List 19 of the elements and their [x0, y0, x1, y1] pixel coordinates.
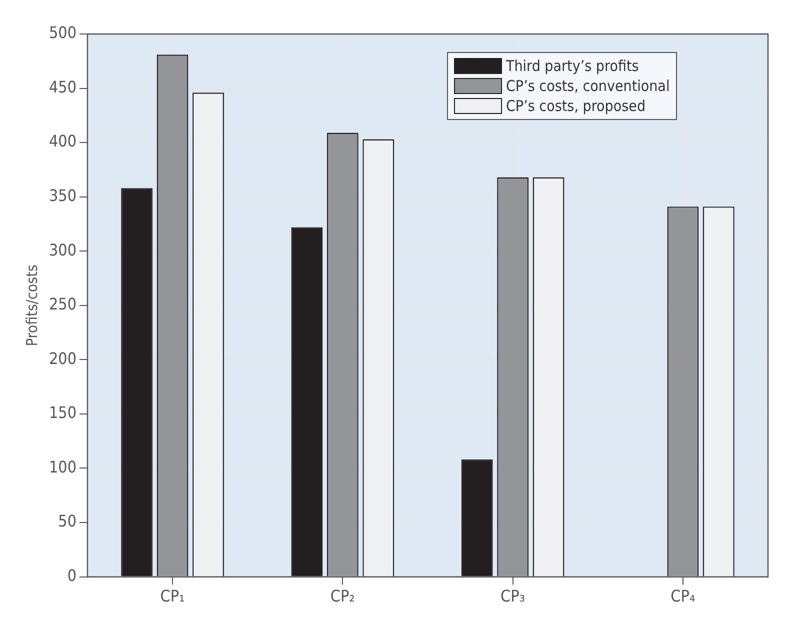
y-tick-label: 400 [49, 132, 76, 151]
legend-label: Third party’s profits [506, 57, 639, 75]
x-tick-label: CP₄ [670, 586, 696, 606]
y-tick-label: 250 [49, 294, 76, 314]
y-tick-label: 350 [49, 186, 76, 205]
y-tick-label: 0 [67, 566, 76, 585]
y-tick-label: 450 [49, 77, 76, 96]
y-tick-label: 150 [49, 403, 76, 422]
x-tick-label: CP₁ [160, 586, 185, 606]
x-tick-label: CP₂ [330, 586, 355, 606]
y-tick-label: 50 [58, 512, 76, 531]
y-tick-label: 200 [49, 348, 76, 368]
x-tick-label: CP₃ [500, 586, 526, 606]
legend-label: CP’s costs, conventional [506, 77, 670, 95]
legend-label: CP’s costs, proposed [506, 97, 646, 115]
y-axis-title: Profits/costs [22, 264, 41, 346]
y-tick-label: 300 [49, 240, 76, 260]
y-tick-label: 500 [49, 23, 76, 42]
y-tick-label: 100 [49, 457, 76, 476]
